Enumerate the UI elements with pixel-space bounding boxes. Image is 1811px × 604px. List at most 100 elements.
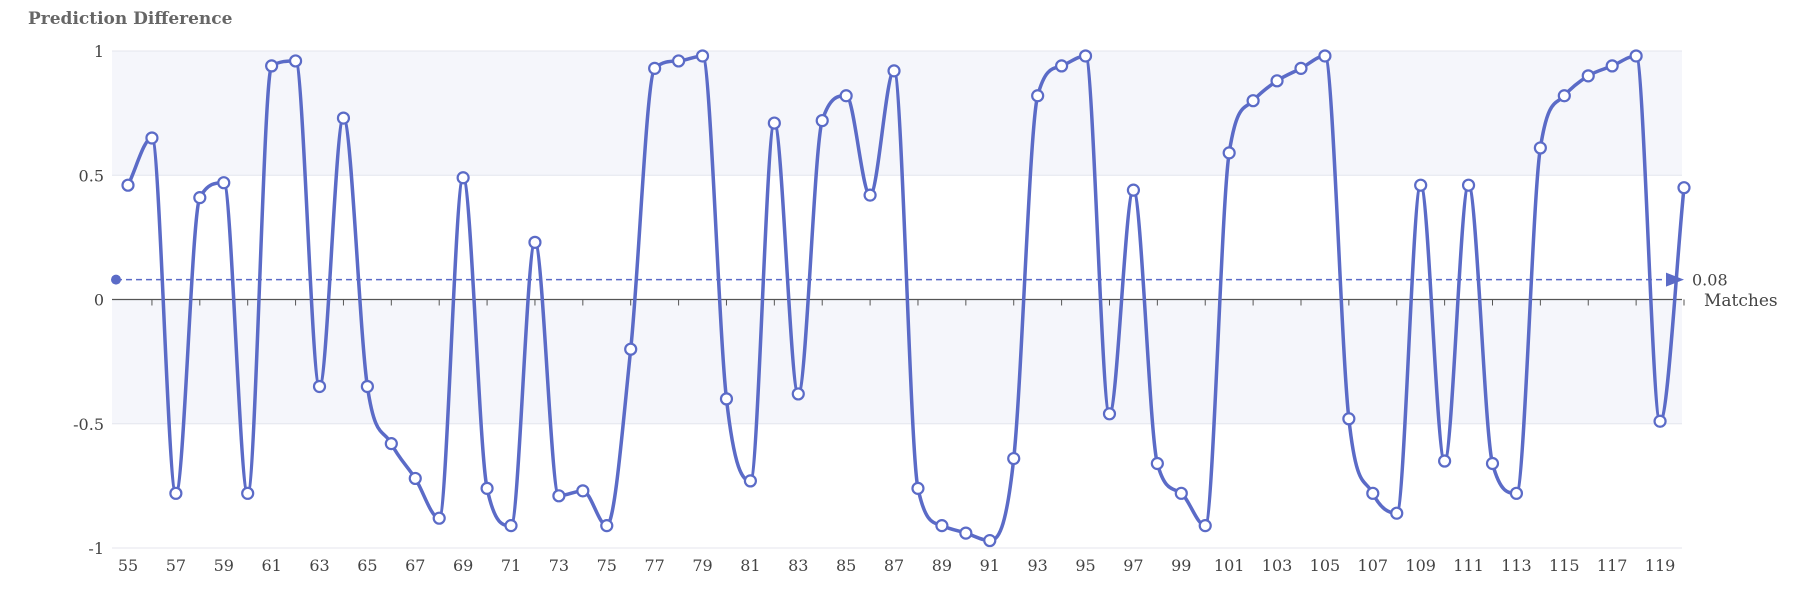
- data-point: [1222, 146, 1236, 160]
- data-point: [983, 533, 997, 548]
- data-point: [265, 59, 279, 73]
- x-tick-label: 115: [1549, 556, 1580, 575]
- x-tick-label: 81: [740, 556, 760, 575]
- x-tick-label: 77: [644, 556, 664, 575]
- data-point: [695, 49, 710, 63]
- x-tick-label: 73: [549, 556, 569, 575]
- data-point: [887, 64, 901, 78]
- data-point: [576, 484, 590, 498]
- data-point: [1653, 414, 1667, 428]
- data-point: [169, 486, 183, 500]
- reference-line-label: 0.08: [1692, 271, 1728, 290]
- x-tick-label: 85: [836, 556, 856, 575]
- data-point: [863, 188, 877, 202]
- y-tick-label: 0.5: [79, 166, 104, 185]
- data-point: [1461, 178, 1476, 192]
- x-tick-label: 101: [1214, 556, 1245, 575]
- x-tick-label: 57: [166, 556, 186, 575]
- data-point: [1605, 59, 1619, 73]
- series-line: [126, 54, 1686, 543]
- x-tick-label: 65: [357, 556, 377, 575]
- y-tick-label: -1: [88, 539, 104, 558]
- data-point: [145, 131, 159, 145]
- data-point: [624, 342, 638, 356]
- x-tick-label: 119: [1645, 556, 1676, 575]
- data-point: [815, 113, 829, 128]
- x-tick-label: 95: [1075, 556, 1095, 575]
- x-tick-label: 97: [1123, 556, 1143, 575]
- data-point: [1533, 141, 1547, 155]
- data-point: [791, 387, 805, 401]
- x-axis-ticks: 55 57 59 61 63 65 67 69 71 73 75 77 79 81 83 85 87 89 91 93…: [118, 299, 1685, 575]
- data-point: [360, 379, 374, 394]
- data-point: [600, 519, 614, 533]
- data-point: [528, 235, 542, 249]
- data-point: [1007, 451, 1021, 466]
- data-point: [1294, 61, 1308, 75]
- data-point: [1414, 178, 1428, 192]
- x-tick-label: 67: [405, 556, 425, 575]
- x-tick-label: 55: [118, 556, 138, 575]
- data-point: [193, 191, 207, 205]
- x-tick-label: 91: [980, 556, 1000, 575]
- data-point: [312, 379, 327, 394]
- y-tick-label: -0.5: [73, 415, 104, 434]
- x-tick-label: 99: [1171, 556, 1191, 575]
- data-point: [719, 392, 734, 406]
- data-point: [1031, 89, 1045, 103]
- x-tick-label: 75: [597, 556, 617, 575]
- data-point: [1102, 407, 1117, 421]
- x-tick-label: 79: [692, 556, 712, 575]
- x-tick-label: 69: [453, 556, 473, 575]
- data-point: [935, 519, 949, 533]
- x-tick-label: 63: [309, 556, 329, 575]
- x-axis-label: Matches: [1704, 291, 1778, 311]
- data-point: [1246, 94, 1260, 108]
- plot-background-bands: [112, 51, 1682, 424]
- data-point: [767, 116, 781, 130]
- x-tick-label: 61: [261, 556, 281, 575]
- x-tick-label: 111: [1453, 556, 1484, 575]
- data-point: [456, 171, 470, 185]
- grid-lines: [112, 50, 1682, 549]
- data-point: [1366, 486, 1380, 500]
- x-tick-label: 109: [1405, 556, 1436, 575]
- series-path: [126, 54, 1686, 543]
- band-2: [112, 299, 1682, 424]
- data-point: [408, 471, 422, 486]
- data-point: [1150, 456, 1164, 471]
- x-tick-label: 71: [501, 556, 521, 575]
- data-point: [1629, 49, 1643, 63]
- x-tick-label: 103: [1262, 556, 1293, 575]
- reference-line: 0.08: [111, 271, 1728, 290]
- data-point: [743, 474, 758, 488]
- data-point: [217, 176, 231, 190]
- x-tick-label: 89: [932, 556, 952, 575]
- data-point: [839, 89, 853, 103]
- data-point: [1174, 486, 1188, 500]
- data-point: [552, 489, 566, 503]
- data-point: [1318, 49, 1332, 63]
- data-point: [911, 481, 925, 495]
- x-tick-label: 83: [788, 556, 808, 575]
- data-point: [648, 61, 662, 75]
- data-point: [1581, 69, 1595, 83]
- data-point: [1438, 454, 1452, 468]
- data-point: [1270, 74, 1284, 88]
- y-tick-label: 1: [94, 42, 104, 61]
- x-tick-label: 59: [214, 556, 234, 575]
- data-point: [1054, 59, 1069, 73]
- data-point: [480, 481, 494, 495]
- x-tick-label: 107: [1358, 556, 1389, 575]
- x-tick-label: 93: [1027, 556, 1047, 575]
- data-point: [1342, 412, 1356, 426]
- x-tick-label: 87: [884, 556, 904, 575]
- x-tick-label: 117: [1597, 556, 1628, 575]
- data-point: [1485, 456, 1500, 471]
- data-point: [241, 486, 255, 500]
- data-point: [432, 511, 446, 525]
- data-point: [504, 519, 518, 533]
- data-point: [959, 526, 973, 540]
- data-point: [121, 178, 135, 192]
- data-point: [1557, 89, 1571, 103]
